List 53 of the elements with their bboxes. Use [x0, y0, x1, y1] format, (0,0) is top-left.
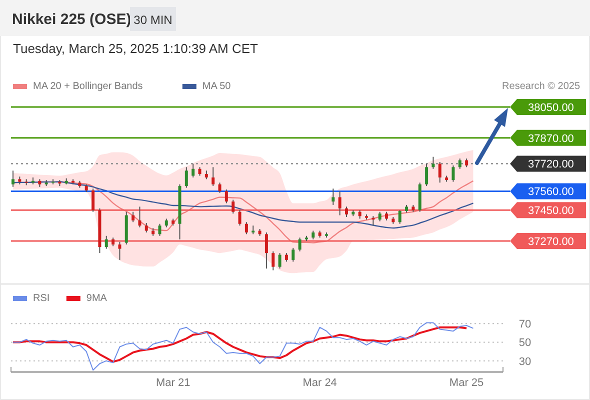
candlestick — [232, 199, 235, 214]
candlestick — [272, 250, 275, 271]
candlestick — [158, 223, 162, 236]
candlestick — [12, 170, 14, 188]
legend-label: MA 50 — [202, 81, 232, 92]
candlestick — [425, 163, 428, 187]
candlestick — [118, 241, 122, 260]
candlestick — [224, 188, 228, 204]
candlestick — [104, 235, 108, 250]
y-tick-label: 37450.00 — [528, 205, 574, 218]
candlestick — [338, 190, 342, 216]
candlestick — [458, 158, 462, 170]
legend-label: MA 20 + Bollinger Bands — [33, 81, 143, 92]
candlestick — [244, 222, 248, 235]
chart-subtitle: Tuesday, March 25, 2025 1:10:39 AM CET — [13, 41, 258, 56]
chart-title: Nikkei 225 (OSE) — [12, 11, 132, 28]
y-tick-label: 37560.00 — [528, 186, 574, 198]
text: Research © 2025 — [502, 81, 580, 92]
candlestick — [144, 222, 148, 233]
candlestick — [398, 210, 402, 224]
candlestick — [192, 163, 195, 178]
candlestick — [184, 166, 188, 188]
candlestick — [264, 232, 268, 270]
candlestick — [332, 188, 335, 206]
x-tick-label: Mar 25 — [449, 377, 484, 389]
y-tick-label: 37720.00 — [528, 158, 574, 171]
y-tick-label: 70 — [518, 318, 532, 331]
line-series — [12, 322, 474, 371]
legend-label: 9MA — [86, 293, 108, 304]
x-tick-label: Mar 21 — [156, 377, 190, 389]
candlestick — [298, 237, 302, 252]
candlestick — [432, 156, 435, 170]
y-tick-label: 37870.00 — [528, 132, 574, 145]
text: 30 MIN — [134, 13, 172, 27]
line-series — [12, 326, 468, 363]
y-tick-label: 37270.00 — [528, 236, 574, 248]
legend-label: RSI — [33, 293, 50, 304]
candlestick — [345, 206, 348, 218]
y-tick-label: 30 — [518, 356, 532, 368]
candlestick — [132, 211, 135, 223]
y-tick-label: 50 — [518, 337, 532, 350]
candlestick — [218, 182, 222, 194]
candlestick — [438, 161, 442, 184]
candlestick — [378, 211, 382, 222]
y-tick-label: 38050.00 — [528, 102, 574, 114]
candlestick — [238, 210, 242, 226]
candlestick — [292, 247, 295, 262]
candlestick — [138, 206, 142, 228]
candlestick — [278, 252, 282, 270]
candlestick — [452, 164, 455, 182]
candlestick — [92, 188, 95, 212]
x-tick-label: Mar 24 — [302, 377, 337, 389]
candlestick — [212, 166, 215, 187]
